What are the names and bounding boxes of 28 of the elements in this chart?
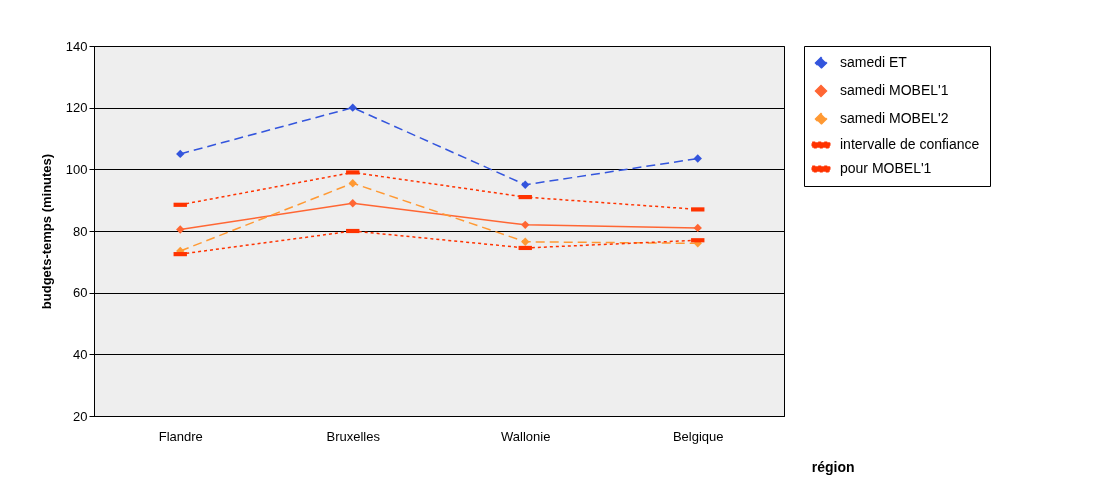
legend-label: pour MOBEL'1 <box>840 160 932 176</box>
x-tick-label: Belgique <box>672 428 724 444</box>
y-tick-label: 140 <box>65 38 88 54</box>
point <box>693 223 702 233</box>
x-tick-label: Flandre <box>158 428 203 444</box>
y-tick-label: 100 <box>65 161 88 177</box>
x-tick-label: Bruxelles <box>326 428 381 444</box>
y-axis-title: budgets-temps (minutes) <box>38 153 54 310</box>
point <box>693 154 702 163</box>
point <box>348 179 357 188</box>
point <box>348 199 357 208</box>
x-axis-title: région <box>811 458 855 475</box>
point <box>176 225 185 234</box>
point <box>521 180 530 189</box>
point <box>348 103 357 112</box>
point <box>521 220 530 230</box>
y-tick-label: 60 <box>73 285 88 301</box>
y-tick-label: 120 <box>65 100 88 116</box>
legend-label: samedi ET <box>840 54 908 70</box>
y-tick-label: 80 <box>73 223 88 239</box>
y-tick-label: 20 <box>73 408 88 424</box>
legend-label: intervalle de confiance <box>840 136 980 152</box>
x-tick-label: Wallonie <box>501 428 551 444</box>
legend-label: samedi MOBEL'2 <box>840 110 949 126</box>
point <box>521 237 530 246</box>
y-tick-label: 40 <box>73 346 88 362</box>
point <box>176 149 185 159</box>
legend-label: samedi MOBEL'1 <box>840 82 949 98</box>
